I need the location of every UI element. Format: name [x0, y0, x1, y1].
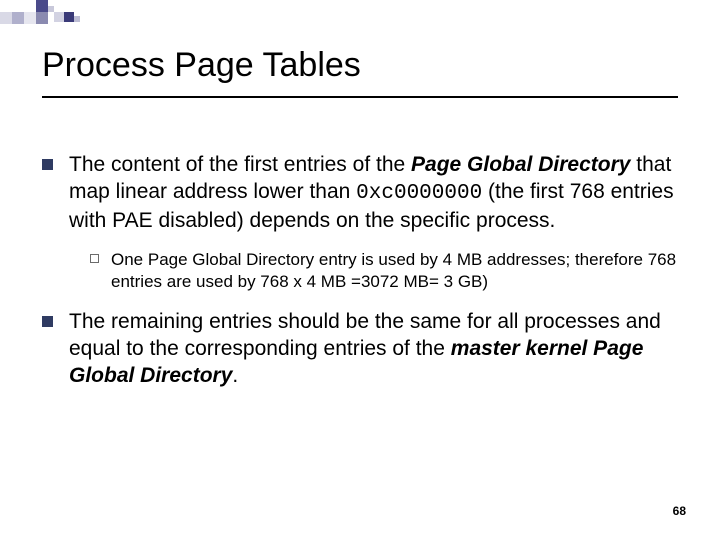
bullet-2-text: The remaining entries should be the same…: [69, 309, 678, 390]
deco-square: [0, 12, 12, 24]
deco-square: [24, 12, 36, 24]
deco-square: [54, 12, 64, 22]
corner-decoration: [0, 0, 720, 24]
bullet-1: The content of the first entries of the …: [42, 152, 678, 235]
deco-square: [36, 0, 48, 12]
square-bullet-icon: [42, 159, 53, 170]
deco-square: [12, 12, 24, 24]
title-wrap: Process Page Tables: [42, 46, 678, 85]
page-number: 68: [673, 504, 686, 518]
square-bullet-icon: [42, 316, 53, 327]
deco-square: [64, 12, 74, 22]
content-area: The content of the first entries of the …: [42, 152, 678, 403]
bullet-1a-text: One Page Global Directory entry is used …: [111, 249, 678, 293]
deco-square: [74, 16, 80, 22]
bullet-1a: One Page Global Directory entry is used …: [90, 249, 678, 293]
bullet-1-text: The content of the first entries of the …: [69, 152, 678, 235]
bullet-2-seg2: .: [232, 364, 238, 387]
hollow-square-bullet-icon: [90, 254, 99, 263]
bullet-1-seg1: The content of the first entries of the: [69, 153, 411, 176]
bullet-2: The remaining entries should be the same…: [42, 309, 678, 390]
bullet-1-hex: 0xc0000000: [356, 182, 482, 205]
slide-title: Process Page Tables: [42, 46, 678, 85]
slide: Process Page Tables The content of the f…: [0, 0, 720, 540]
deco-square: [36, 12, 48, 24]
bullet-1-pgd: Page Global Directory: [411, 153, 630, 176]
title-underline: [42, 96, 678, 98]
